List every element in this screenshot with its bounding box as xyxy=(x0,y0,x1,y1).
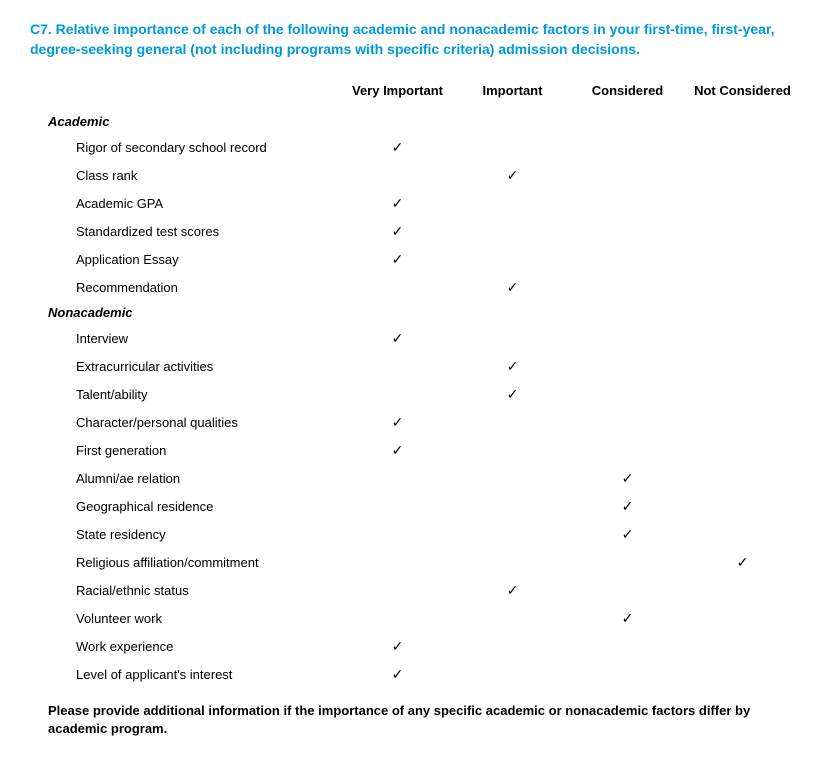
row-label: Rigor of secondary school record xyxy=(30,140,340,155)
table-row: First generation✓ xyxy=(30,436,798,464)
table-body: AcademicRigor of secondary school record… xyxy=(30,110,798,688)
check-cell: ✓ xyxy=(455,582,570,599)
column-header: Important xyxy=(455,83,570,98)
section-header: Academic xyxy=(30,110,798,133)
check-cell: ✓ xyxy=(685,554,800,571)
row-label: Religious affiliation/commitment xyxy=(30,555,340,570)
row-label: Recommendation xyxy=(30,280,340,295)
row-label: Racial/ethnic status xyxy=(30,583,340,598)
table-row: Class rank ✓ xyxy=(30,161,798,189)
table-row: Recommendation ✓ xyxy=(30,273,798,301)
section-header: Nonacademic xyxy=(30,301,798,324)
section-heading: C7. Relative importance of each of the f… xyxy=(30,20,798,59)
row-label: Volunteer work xyxy=(30,611,340,626)
table-row: Academic GPA✓ xyxy=(30,189,798,217)
row-label: Standardized test scores xyxy=(30,224,340,239)
row-label: Interview xyxy=(30,331,340,346)
row-label: State residency xyxy=(30,527,340,542)
table-row: Talent/ability ✓ xyxy=(30,380,798,408)
row-label: Character/personal qualities xyxy=(30,415,340,430)
check-cell: ✓ xyxy=(340,414,455,431)
table-row: Interview✓ xyxy=(30,324,798,352)
column-header: Not Considered xyxy=(685,83,800,98)
table-row: Racial/ethnic status ✓ xyxy=(30,576,798,604)
table-row: State residency ✓ xyxy=(30,520,798,548)
check-cell: ✓ xyxy=(340,330,455,347)
row-label: Extracurricular activities xyxy=(30,359,340,374)
check-cell: ✓ xyxy=(340,251,455,268)
factors-table: Very Important Important Considered Not … xyxy=(30,83,798,688)
table-header-row: Very Important Important Considered Not … xyxy=(30,83,798,98)
table-row: Extracurricular activities ✓ xyxy=(30,352,798,380)
check-cell: ✓ xyxy=(340,666,455,683)
table-row: Religious affiliation/commitment ✓ xyxy=(30,548,798,576)
table-row: Geographical residence ✓ xyxy=(30,492,798,520)
table-row: Alumni/ae relation ✓ xyxy=(30,464,798,492)
check-cell: ✓ xyxy=(455,358,570,375)
row-label: First generation xyxy=(30,443,340,458)
row-label: Application Essay xyxy=(30,252,340,267)
row-label: Class rank xyxy=(30,168,340,183)
row-label: Geographical residence xyxy=(30,499,340,514)
check-cell: ✓ xyxy=(340,442,455,459)
table-row: Standardized test scores✓ xyxy=(30,217,798,245)
check-cell: ✓ xyxy=(455,167,570,184)
check-cell: ✓ xyxy=(340,195,455,212)
label-column-spacer xyxy=(30,83,340,98)
table-row: Volunteer work ✓ xyxy=(30,604,798,632)
row-label: Level of applicant's interest xyxy=(30,667,340,682)
table-row: Level of applicant's interest✓ xyxy=(30,660,798,688)
column-header: Very Important xyxy=(340,83,455,98)
column-header: Considered xyxy=(570,83,685,98)
check-cell: ✓ xyxy=(340,638,455,655)
table-row: Work experience✓ xyxy=(30,632,798,660)
row-label: Academic GPA xyxy=(30,196,340,211)
check-cell: ✓ xyxy=(570,498,685,515)
check-cell: ✓ xyxy=(570,526,685,543)
table-row: Character/personal qualities✓ xyxy=(30,408,798,436)
table-row: Rigor of secondary school record✓ xyxy=(30,133,798,161)
row-label: Talent/ability xyxy=(30,387,340,402)
footer-note: Please provide additional information if… xyxy=(30,688,798,738)
check-cell: ✓ xyxy=(455,386,570,403)
row-label: Work experience xyxy=(30,639,340,654)
check-cell: ✓ xyxy=(455,279,570,296)
check-cell: ✓ xyxy=(570,470,685,487)
check-cell: ✓ xyxy=(340,223,455,240)
check-cell: ✓ xyxy=(570,610,685,627)
row-label: Alumni/ae relation xyxy=(30,471,340,486)
check-cell: ✓ xyxy=(340,139,455,156)
table-row: Application Essay✓ xyxy=(30,245,798,273)
